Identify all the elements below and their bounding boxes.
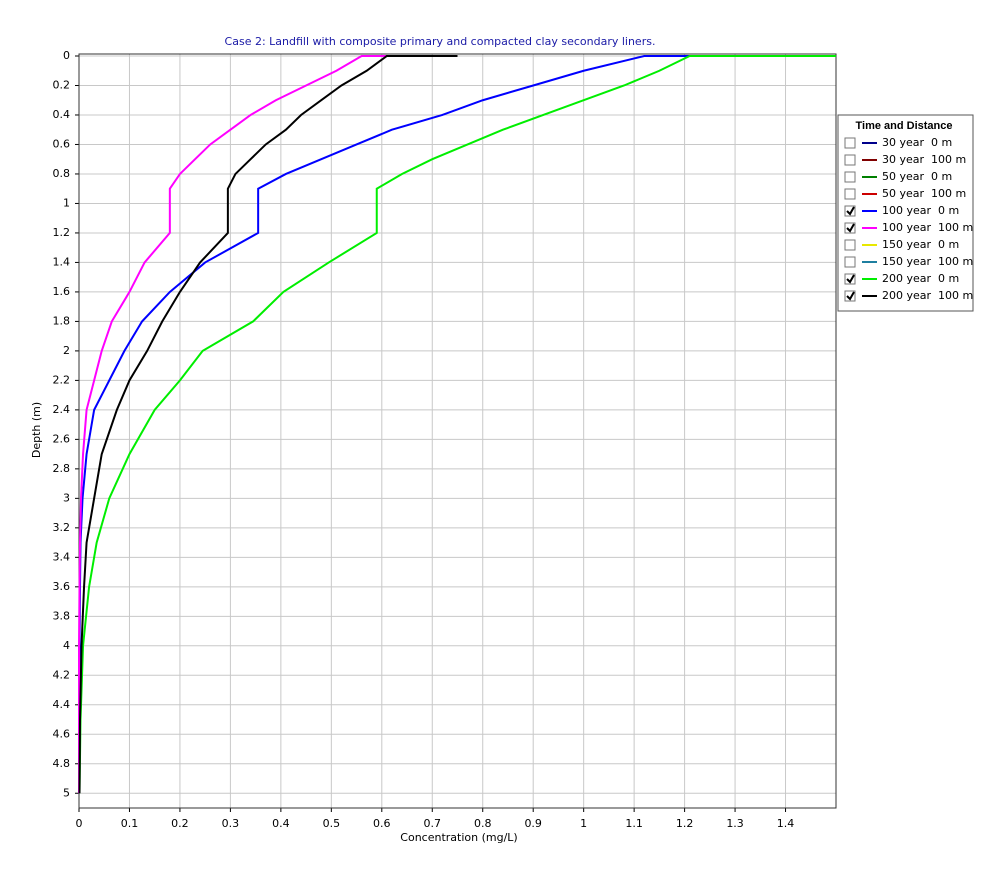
- y-tick-label: 2.2: [53, 373, 71, 386]
- y-tick-label: 2.4: [53, 403, 71, 416]
- legend-label: 30 year 100 m: [882, 153, 966, 166]
- x-tick-label: 0.4: [272, 817, 290, 830]
- plot-frame: [78, 53, 837, 809]
- legend-checkbox[interactable]: [844, 239, 856, 251]
- x-tick-label: 1.4: [777, 817, 795, 830]
- y-tick-label: 2: [63, 344, 70, 357]
- x-tick-label: 0.2: [171, 817, 189, 830]
- legend-label: 150 year 100 m: [882, 255, 973, 268]
- legend-label: 30 year 0 m: [882, 136, 952, 149]
- chart-title: Case 2: Landfill with composite primary …: [225, 35, 656, 48]
- legend-label: 150 year 0 m: [882, 238, 959, 251]
- y-tick-label: 3.8: [53, 609, 71, 622]
- y-tick-label: 3: [63, 491, 70, 504]
- y-tick-label: 2.6: [53, 432, 71, 445]
- y-tick-label: 0: [63, 49, 70, 62]
- y-tick-label: 3.2: [53, 521, 71, 534]
- x-tick-label: 0.6: [373, 817, 391, 830]
- y-tick-label: 1.2: [53, 226, 71, 239]
- x-tick-label: 0.5: [323, 817, 341, 830]
- y-tick-label: 0.8: [53, 167, 71, 180]
- plot-background: [79, 54, 836, 808]
- legend-box: [837, 114, 974, 312]
- y-tick-label: 4.2: [53, 668, 71, 681]
- legend-label: 200 year 100 m: [882, 289, 973, 302]
- y-tick-label: 3.6: [53, 580, 71, 593]
- legend-checkbox[interactable]: [844, 137, 856, 149]
- x-tick-label: 1.1: [625, 817, 643, 830]
- legend-checkbox[interactable]: [844, 273, 856, 285]
- legend-checkbox[interactable]: [844, 290, 856, 302]
- x-tick-label: 0: [76, 817, 83, 830]
- legend-checkbox[interactable]: [844, 222, 856, 234]
- x-tick-label: 0.7: [424, 817, 442, 830]
- y-tick-label: 0.2: [53, 78, 71, 91]
- legend-checkmark: [846, 223, 855, 233]
- legend-checkmark: [846, 274, 855, 284]
- legend-checkbox[interactable]: [844, 188, 856, 200]
- y-tick-label: 4.8: [53, 757, 71, 770]
- legend-checkmark: [846, 291, 855, 301]
- y-axis-label: Depth (m): [30, 402, 43, 458]
- y-tick-label: 1.6: [53, 285, 71, 298]
- legend-label: 100 year 0 m: [882, 204, 959, 217]
- y-tick-label: 0.6: [53, 137, 71, 150]
- series-line: [78, 55, 836, 794]
- y-tick-label: 1.8: [53, 314, 71, 327]
- legend-checkbox[interactable]: [844, 171, 856, 183]
- legend-checkbox[interactable]: [844, 154, 856, 166]
- x-tick-label: 1.3: [726, 817, 744, 830]
- x-tick-label: 1: [580, 817, 587, 830]
- y-tick-label: 1: [63, 196, 70, 209]
- y-tick-label: 0.4: [53, 108, 71, 121]
- legend-label: 50 year 100 m: [882, 187, 966, 200]
- y-tick-label: 5: [63, 786, 70, 799]
- x-axis-label: Concentration (mg/L): [400, 831, 517, 844]
- y-tick-label: 2.8: [53, 462, 71, 475]
- y-tick-label: 3.4: [53, 550, 71, 563]
- legend: Time and Distance 30 year 0 m 30 year 100…: [837, 114, 974, 312]
- series-line: [78, 55, 458, 794]
- y-tick-label: 1.4: [53, 255, 71, 268]
- x-tick-label: 0.8: [474, 817, 492, 830]
- plot-area: 0 0.2 0.4 0.6 0.8 1 1.2 1.4 1.6 1.8 2 2.2 2.4 2.6 2.8 3…: [53, 49, 837, 830]
- legend-label: 50 year 0 m: [882, 170, 952, 183]
- x-tick-label: 0.1: [121, 817, 139, 830]
- legend-checkbox[interactable]: [844, 256, 856, 268]
- x-tick-label: 0.3: [222, 817, 240, 830]
- x-tick-label: 0.9: [524, 817, 542, 830]
- series-line: [78, 55, 387, 794]
- legend-checkmark: [846, 206, 855, 216]
- legend-label: 200 year 0 m: [882, 272, 959, 285]
- y-tick-label: 4.4: [53, 698, 71, 711]
- legend-title: Time and Distance: [856, 120, 953, 132]
- y-tick-label: 4.6: [53, 727, 71, 740]
- y-tick-label: 4: [63, 639, 70, 652]
- legend-checkbox[interactable]: [844, 205, 856, 217]
- x-tick-label: 1.2: [676, 817, 694, 830]
- legend-label: 100 year 100 m: [882, 221, 973, 234]
